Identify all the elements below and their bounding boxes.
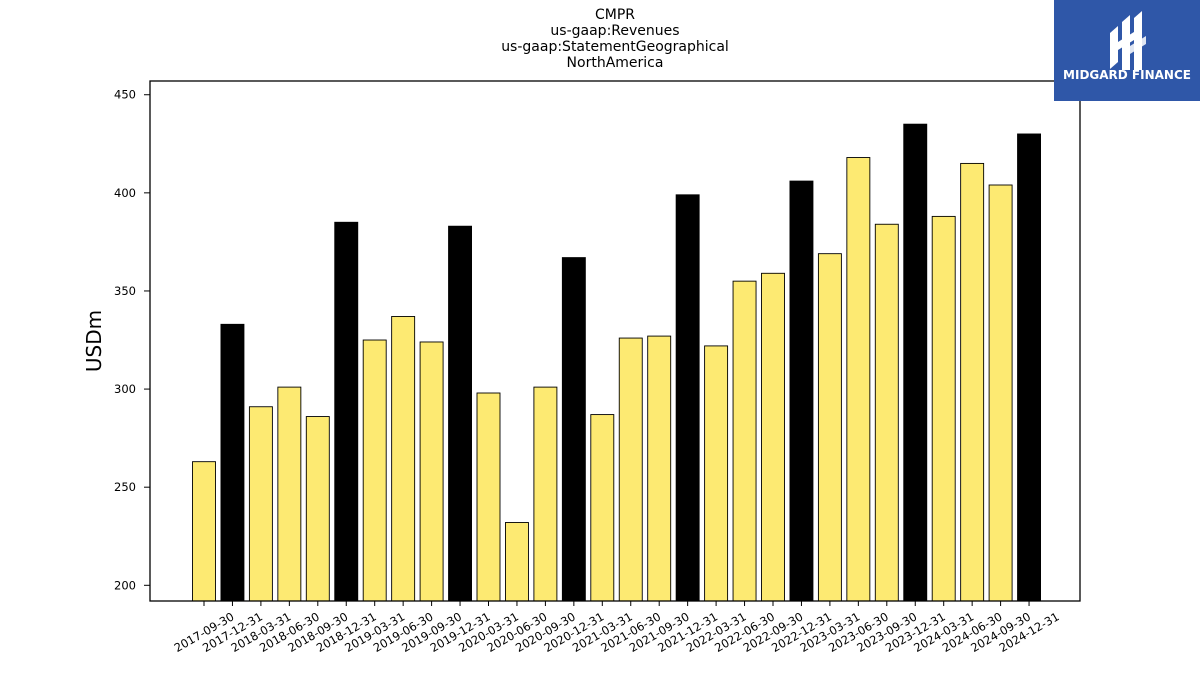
bars-group [192,123,1041,602]
logo-text: MIDGARD FINANCE [1063,68,1191,82]
title-line-concept: us-gaap:Revenues [550,23,680,39]
bar-2023-06-30 [846,157,871,602]
bar-2024-12-31 [1017,133,1041,602]
bar-2022-03-31 [704,345,729,602]
midgard-finance-logo: MIDGARD FINANCE [1054,0,1200,101]
bar-2024-09-30 [988,184,1013,602]
y-tick-label: 250 [114,480,136,494]
bar-2019-03-31 [362,339,387,602]
bar-2022-09-30 [761,272,785,602]
logo-mark-icon [1110,11,1146,70]
y-tick-label: 400 [114,186,136,200]
bar-2019-06-30 [391,316,416,602]
y-tick-label: 450 [114,88,136,102]
bar-2024-03-31 [931,215,956,602]
bar-2020-09-30 [533,386,558,602]
bar-2024-06-30 [960,162,985,602]
bar-2020-03-31 [476,392,501,602]
bar-2018-09-30 [305,416,330,602]
title-line-member: NorthAmerica [566,55,664,71]
bar-2023-12-31 [903,123,928,602]
bar-2018-12-31 [334,221,359,602]
bar-2022-06-30 [732,280,757,602]
bar-2023-09-30 [874,223,899,602]
bar-2023-03-31 [817,253,842,602]
bar-2018-06-30 [277,386,302,602]
plot-frame [149,80,1081,602]
bar-2020-06-30 [505,522,529,602]
x-axis: 2017-09-302017-12-312018-03-312018-06-30… [172,601,1062,655]
bar-2021-06-30 [618,337,643,602]
bar-2017-12-31 [220,323,245,602]
bar-2022-12-31 [789,180,814,602]
bar-2017-09-30 [192,461,216,602]
bar-2020-12-31 [561,257,586,602]
y-tick-label: 300 [114,382,136,396]
y-tick-label: 350 [114,284,136,298]
bar-2019-09-30 [419,341,444,602]
bar-2018-03-31 [248,406,273,602]
title-line-ticker: CMPR [594,7,636,23]
bar-2021-12-31 [675,194,700,602]
chart-title: CMPR us-gaap:Revenues us-gaap:StatementG… [0,7,1200,71]
bar-2021-09-30 [647,335,672,602]
bar-2019-12-31 [448,225,472,602]
bar-2021-03-31 [590,414,615,602]
title-line-axis: us-gaap:StatementGeographical [501,39,729,55]
y-tick-label: 200 [114,578,136,592]
y-axis-label: USDm [82,310,106,372]
y-axis: 200 250 300 350 400 450 [114,88,150,592]
